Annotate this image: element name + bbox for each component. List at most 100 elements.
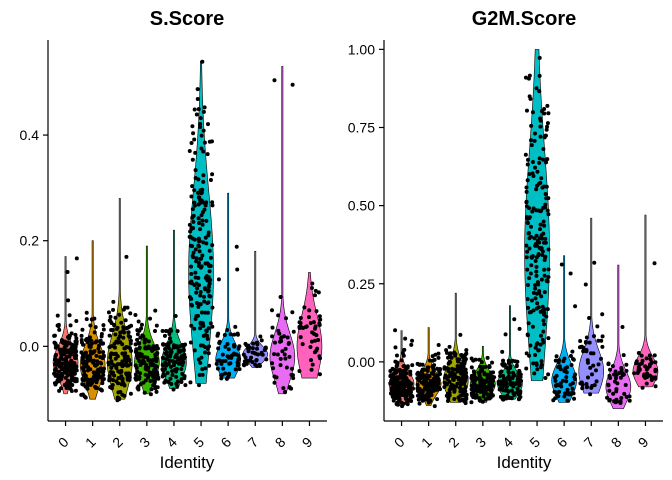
g2m-score-point xyxy=(535,291,540,296)
g2m-score-point xyxy=(431,378,436,383)
s-score-point xyxy=(135,332,140,337)
g2m-score-point xyxy=(404,393,409,398)
g2m-score-violin-8 xyxy=(605,264,632,410)
g2m-score-point xyxy=(649,376,654,381)
s-score-point xyxy=(297,326,302,331)
g2m-score-point xyxy=(529,263,534,268)
g2m-score-point xyxy=(636,367,641,372)
s-score-point xyxy=(74,256,79,261)
s-score-point xyxy=(314,309,319,314)
s-score-point xyxy=(160,362,165,367)
g2m-score-point xyxy=(396,368,401,373)
g2m-score-point xyxy=(581,349,586,354)
s-score-point xyxy=(101,354,106,359)
s-score-point xyxy=(208,294,213,299)
s-score-point xyxy=(95,359,100,364)
s-score-point xyxy=(166,329,171,334)
s-score-point xyxy=(91,377,96,382)
s-score-point xyxy=(126,334,131,339)
g2m-score-point xyxy=(545,208,550,213)
g2m-score-point xyxy=(544,160,549,165)
s-score-point xyxy=(196,313,200,318)
s-score-point xyxy=(210,203,215,208)
g2m-score-point xyxy=(572,376,577,381)
g2m-score-point xyxy=(606,383,611,388)
g2m-score-point xyxy=(449,371,454,376)
g2m-score-point xyxy=(417,401,422,406)
s-score-point xyxy=(318,317,323,322)
g2m-score-point xyxy=(458,332,463,337)
s-score-point xyxy=(285,335,290,340)
g2m-score-point xyxy=(449,355,454,360)
s-score-point xyxy=(192,137,197,142)
s-score-point xyxy=(73,354,78,359)
g2m-score-point xyxy=(593,368,598,373)
g2m-score-point xyxy=(539,176,544,181)
s-score-point xyxy=(52,367,57,372)
g2m-score-point xyxy=(580,382,585,387)
s-score-point xyxy=(53,352,58,357)
s-score-point xyxy=(136,319,141,324)
g2m-score-point xyxy=(497,387,502,392)
g2m-score-point xyxy=(397,376,402,381)
g2m-score-point xyxy=(437,369,442,374)
g2m-score-point xyxy=(542,258,547,263)
g2m-score-point xyxy=(618,375,623,380)
s-score-point xyxy=(153,366,158,371)
g2m-score-point xyxy=(588,365,593,370)
s-score-point xyxy=(232,351,237,356)
g2m-score-point xyxy=(415,376,420,381)
g2m-score-point xyxy=(498,370,503,375)
g2m-score-point xyxy=(471,369,476,374)
s-score-point xyxy=(232,332,237,337)
s-score-point xyxy=(93,325,98,330)
g2m-score-point xyxy=(611,391,616,396)
s-score-x-tick-label: 4 xyxy=(163,434,180,451)
s-score-point xyxy=(156,375,161,380)
g2m-score-point xyxy=(624,368,629,373)
s-score-point xyxy=(237,367,242,372)
g2m-score-point xyxy=(434,387,439,392)
g2m-score-point xyxy=(403,336,408,341)
s-score-point xyxy=(148,346,153,351)
g2m-score-point xyxy=(539,359,544,364)
g2m-score-point xyxy=(529,123,534,128)
g2m-score-point xyxy=(542,322,547,327)
s-score-point xyxy=(79,333,84,338)
s-score-point xyxy=(255,364,259,369)
s-score-point xyxy=(98,338,103,343)
s-score-point xyxy=(155,346,160,351)
s-score-point xyxy=(55,359,60,364)
s-score-point xyxy=(57,364,62,369)
s-score-point xyxy=(283,346,288,351)
g2m-score-point xyxy=(432,357,437,362)
s-score-point xyxy=(129,323,134,328)
g2m-score-point xyxy=(585,385,590,390)
s-score-point xyxy=(282,352,287,357)
s-score-point xyxy=(206,230,211,235)
g2m-score-point xyxy=(463,352,468,357)
s-score-point xyxy=(311,320,316,325)
g2m-score-point xyxy=(508,366,513,371)
s-score-point xyxy=(171,345,176,350)
s-score-point xyxy=(254,340,259,345)
s-score-point xyxy=(188,380,193,385)
g2m-score-violins xyxy=(388,49,659,410)
g2m-score-point xyxy=(469,383,474,388)
s-score-point xyxy=(192,200,197,205)
g2m-score-point xyxy=(565,398,570,403)
g2m-score-point xyxy=(541,219,546,224)
g2m-score-x-axis-label: Identity xyxy=(497,453,552,472)
g2m-score-x-tick-label: 3 xyxy=(472,434,489,451)
g2m-score-point xyxy=(524,200,529,205)
s-score-point xyxy=(188,340,193,345)
g2m-score-point xyxy=(569,363,574,368)
g2m-score-point xyxy=(607,397,612,402)
g2m-score-point xyxy=(570,356,575,361)
g2m-score-point xyxy=(542,290,547,295)
s-score-point xyxy=(165,370,170,375)
s-score-point xyxy=(110,370,115,375)
g2m-score-point xyxy=(512,317,517,322)
s-score-point xyxy=(66,298,71,303)
g2m-score-point xyxy=(544,184,549,189)
